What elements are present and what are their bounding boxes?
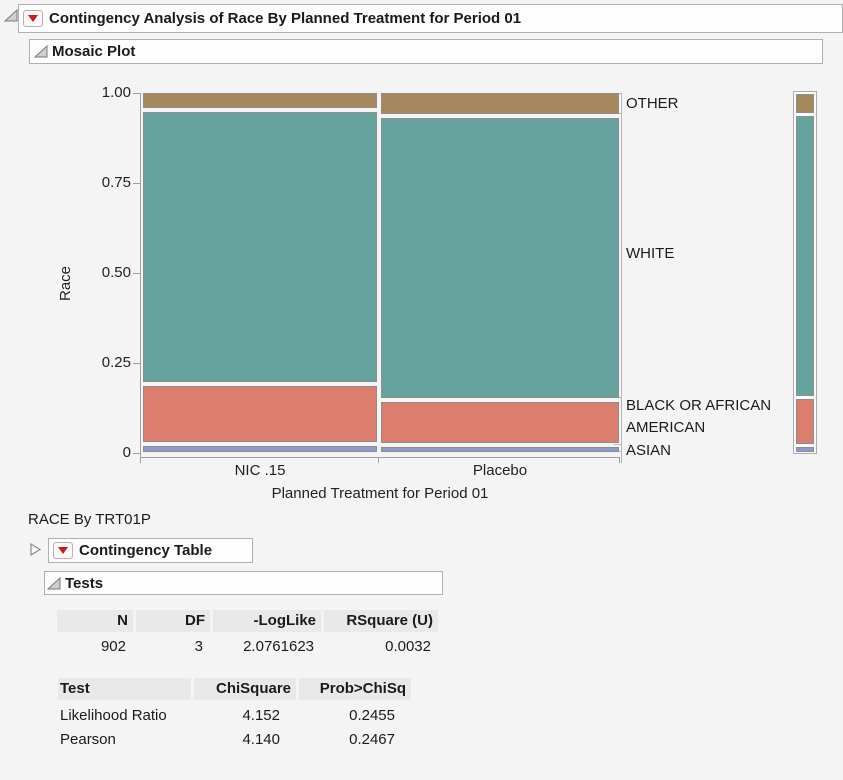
y-tick-label: 1.00 (101, 84, 131, 101)
summary-segment[interactable] (796, 399, 814, 444)
cell-chisquare: 4.152 (242, 707, 280, 724)
column-header: -LogLike (213, 610, 321, 632)
mosaic-segment[interactable] (143, 386, 377, 442)
summary-segment[interactable] (796, 447, 814, 452)
mosaic-segment[interactable] (143, 446, 377, 452)
cell-prob: 0.2467 (349, 731, 395, 748)
y-tick (133, 183, 140, 184)
mosaic-segment[interactable] (381, 447, 619, 452)
column-header: Test (58, 678, 191, 700)
y-category-label-black-or-african-american: BLACK OR AFRICAN AMERICAN (626, 397, 772, 436)
contingency-table-header-bar: Contingency Table (48, 538, 253, 563)
column-header: DF (136, 610, 210, 632)
table-header-row: Test ChiSquare Prob>ChiSq (58, 678, 414, 700)
summary-segment[interactable] (796, 94, 814, 113)
y-category-label-asian: ASIAN (626, 442, 672, 459)
x-tick (378, 457, 379, 463)
collapse-triangle-icon[interactable] (34, 45, 48, 58)
dropdown-triangle-icon (28, 15, 38, 22)
label-leader-tick (614, 444, 621, 445)
cell-rsquare: 0.0032 (385, 638, 431, 655)
cell-loglike: 2.0761623 (243, 638, 314, 655)
y-tick-label: 0.75 (101, 174, 131, 191)
tests-chisquare-table: Test ChiSquare Prob>ChiSq Likelihood Rat… (58, 678, 414, 752)
mosaic-segment[interactable] (381, 118, 619, 398)
collapse-triangle-icon[interactable] (47, 576, 61, 590)
main-header-bar: Contingency Analysis of Race By Planned … (18, 4, 843, 33)
mosaic-segment[interactable] (143, 112, 377, 382)
x-category-label: Placebo (472, 462, 528, 479)
column-header: N (57, 610, 133, 632)
y-tick (133, 363, 140, 364)
table-row: Pearson 4.140 0.2467 (58, 728, 414, 752)
cell-df: 3 (194, 638, 203, 655)
section-title-contingency-table: Contingency Table (79, 542, 213, 559)
cell-test-name: Pearson (60, 731, 116, 748)
section-title-mosaic-plot: Mosaic Plot (52, 43, 136, 60)
y-category-label-white: WHITE (626, 245, 675, 262)
cell-test-name: Likelihood Ratio (60, 707, 167, 724)
label-leader-line (621, 93, 622, 463)
cell-n: 902 (100, 638, 126, 655)
table-header-row: N DF -LogLike RSquare (U) (57, 610, 441, 632)
red-menu-button[interactable] (53, 542, 73, 559)
x-category-label: NIC .15 (234, 462, 286, 479)
y-tick (133, 273, 140, 274)
x-axis-title: Planned Treatment for Period 01 (271, 485, 489, 502)
dropdown-triangle-icon (58, 547, 68, 554)
cell-chisquare: 4.140 (242, 731, 280, 748)
y-tick (133, 93, 140, 94)
y-tick (133, 453, 140, 454)
column-header: RSquare (U) (324, 610, 438, 632)
mosaic-plot-header-bar: Mosaic Plot (29, 39, 823, 64)
x-tick (140, 457, 141, 463)
mosaic-plot-canvas: 1.00 0.75 0.50 0.25 0 Race NIC .15 Place… (57, 84, 817, 502)
column-header: Prob>ChiSq (299, 678, 411, 700)
y-category-label-other: OTHER (626, 95, 679, 112)
tests-summary-table: N DF -LogLike RSquare (U) 902 3 2.076162… (57, 610, 441, 659)
page-title: Contingency Analysis of Race By Planned … (49, 10, 522, 27)
x-tick (619, 457, 620, 463)
y-tick-label: 0 (122, 444, 131, 461)
column-header: ChiSquare (194, 678, 296, 700)
tests-header-bar: Tests (44, 571, 443, 595)
mosaic-segment[interactable] (381, 93, 619, 114)
mosaic-segment[interactable] (381, 402, 619, 443)
red-menu-button[interactable] (23, 10, 43, 27)
x-axis-line (140, 457, 620, 458)
section-title-tests: Tests (65, 574, 104, 592)
table-row: Likelihood Ratio 4.152 0.2455 (58, 704, 414, 728)
y-tick-label: 0.50 (101, 264, 131, 281)
mosaic-segment[interactable] (143, 93, 377, 108)
y-tick-label: 0.25 (101, 354, 131, 371)
expand-triangle-icon[interactable] (29, 543, 43, 556)
table-row: 902 3 2.0761623 0.0032 (57, 635, 441, 659)
collapse-triangle-icon[interactable] (4, 9, 18, 22)
cell-prob: 0.2455 (349, 707, 395, 724)
summary-segment[interactable] (796, 116, 814, 396)
analysis-subtitle: RACE By TRT01P (28, 511, 151, 528)
y-axis-title: Race (57, 265, 74, 301)
y-axis-line (140, 93, 141, 458)
